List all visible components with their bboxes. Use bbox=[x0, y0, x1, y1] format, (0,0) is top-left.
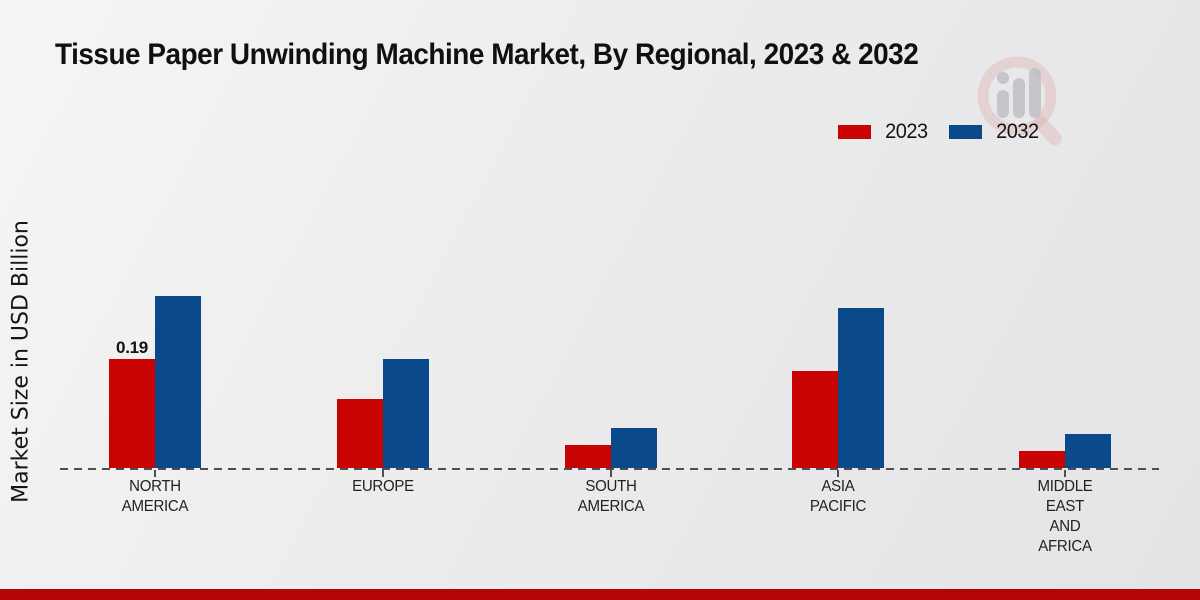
bar-2023-asia-pacific bbox=[792, 371, 838, 468]
magnifier-bar-chart-icon bbox=[977, 56, 1062, 146]
legend-label-2023: 2023 bbox=[885, 120, 928, 143]
category-label: MIDDLE EAST AND AFRICA bbox=[1037, 478, 1093, 555]
category-label: SOUTH AMERICA bbox=[577, 478, 645, 515]
legend-label-2032: 2032 bbox=[995, 120, 1039, 143]
bar-2023-north-america bbox=[109, 359, 155, 468]
x-axis-tick bbox=[837, 470, 839, 477]
x-axis-tick bbox=[610, 470, 612, 477]
bar-2032-south-america bbox=[611, 428, 657, 468]
category-label: ASIA PACIFIC bbox=[809, 478, 867, 515]
legend-swatch-2023 bbox=[838, 125, 871, 139]
x-axis-tick bbox=[382, 470, 384, 477]
footer-bar bbox=[0, 589, 1200, 600]
legend-item-2032: 2032 bbox=[948, 120, 1040, 144]
x-axis-tick bbox=[154, 470, 156, 477]
bar-2023-middle-east-and-africa bbox=[1019, 451, 1065, 468]
legend-item-2023: 2023 bbox=[838, 120, 929, 144]
x-axis-baseline bbox=[60, 468, 1159, 470]
category-label: NORTH AMERICA bbox=[121, 478, 189, 515]
legend-swatch-2032 bbox=[948, 125, 982, 139]
bar-value-label: 0.19 bbox=[116, 338, 148, 357]
category-label: EUROPE bbox=[352, 478, 414, 495]
bar-2023-south-america bbox=[565, 445, 611, 468]
watermark-logo bbox=[965, 52, 1075, 157]
page-title: Tissue Paper Unwinding Machine Market, B… bbox=[55, 38, 919, 71]
bar-2023-europe bbox=[337, 399, 383, 468]
bar-2032-middle-east-and-africa bbox=[1065, 434, 1111, 468]
bar-2032-europe bbox=[383, 359, 429, 468]
bar-2032-north-america bbox=[155, 296, 201, 468]
legend: 2023 2032 bbox=[838, 120, 1039, 144]
bar-2032-asia-pacific bbox=[838, 308, 884, 468]
x-axis-tick bbox=[1064, 470, 1066, 477]
